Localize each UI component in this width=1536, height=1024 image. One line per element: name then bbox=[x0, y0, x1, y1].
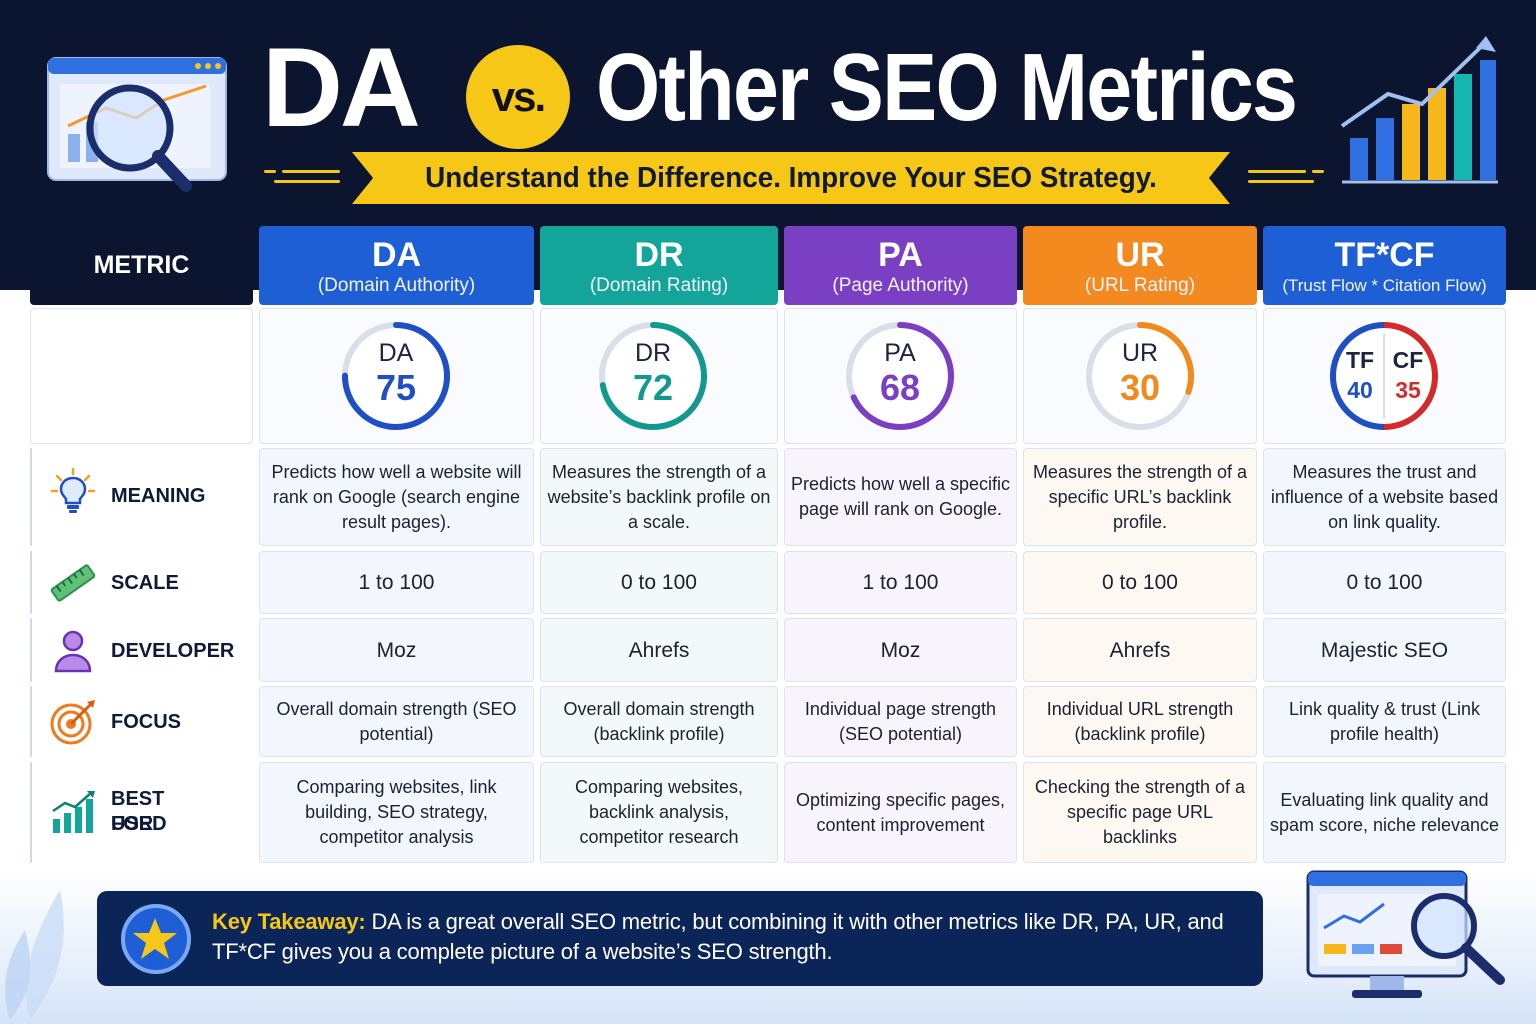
takeaway-text: Key Takeaway: DA is a great overall SEO … bbox=[212, 907, 1252, 967]
row-label-developer: DEVELOPER bbox=[30, 618, 234, 682]
cell-scale-pa: 1 to 100 bbox=[784, 551, 1017, 614]
row-label-focus: FOCUS bbox=[30, 686, 181, 757]
cell-best-dr: Comparing websites, backlink analysis, c… bbox=[540, 762, 778, 863]
cell-scale-tfcf: 0 to 100 bbox=[1263, 551, 1506, 614]
leaf-icon bbox=[5, 890, 64, 1020]
column-full-name: (Page Authority) bbox=[832, 275, 969, 296]
cell-developer-dr: Ahrefs bbox=[540, 618, 778, 682]
column-abbr: TF*CF bbox=[1334, 236, 1435, 274]
cell-scale-da: 1 to 100 bbox=[259, 551, 534, 614]
cell-focus-pa: Individual page strength (SEO potential) bbox=[784, 686, 1017, 757]
column-full-name: (Domain Authority) bbox=[317, 275, 476, 296]
gauge-row-label-empty bbox=[30, 308, 253, 444]
subtitle-ribbon: Understand the Difference. Improve Your … bbox=[352, 152, 1230, 204]
gauge-pa: PA 68 bbox=[843, 319, 957, 433]
row-label-best-used-for: BEST USED FOR bbox=[30, 762, 167, 863]
cell-focus-tfcf: Link quality & trust (Link profile healt… bbox=[1263, 686, 1506, 757]
cf-label: CF bbox=[1392, 347, 1424, 373]
growth-chart-icon bbox=[1340, 36, 1498, 184]
star-icon bbox=[133, 918, 177, 959]
column-abbr: DA bbox=[371, 236, 422, 274]
gauge-da: DA 75 bbox=[339, 319, 453, 433]
cell-scale-dr: 0 to 100 bbox=[540, 551, 778, 614]
row-label-text: SCALE bbox=[111, 572, 179, 594]
gauge-dr: DR 72 bbox=[596, 319, 710, 433]
gauge-ring-ur bbox=[1086, 322, 1194, 430]
gauge-ring-tfcf bbox=[1330, 322, 1438, 430]
metric-header: METRIC bbox=[30, 226, 253, 305]
cell-meaning-da: Predicts how well a website will rank on… bbox=[259, 448, 534, 546]
title-da: DA bbox=[262, 25, 421, 150]
right-dashes bbox=[1244, 170, 1324, 190]
title-rest: Other SEO Metrics bbox=[596, 34, 1298, 141]
column-full-name: (URL Rating) bbox=[1084, 275, 1196, 296]
cell-best-tfcf: Evaluating link quality and spam score, … bbox=[1263, 762, 1506, 863]
gauge-label: UR bbox=[1121, 339, 1159, 367]
column-full-name: (Domain Rating) bbox=[589, 275, 729, 296]
gauge-tfcf: TF 40 CF 35 bbox=[1327, 319, 1441, 433]
column-full-name: (Trust Flow * Citation Flow) bbox=[1282, 276, 1487, 295]
gauge-ring-pa bbox=[846, 322, 954, 430]
cell-best-pa: Optimizing specific pages, content impro… bbox=[784, 762, 1017, 863]
cell-best-ur: Checking the strength of a specific page… bbox=[1023, 762, 1257, 863]
cell-developer-tfcf: Majestic SEO bbox=[1263, 618, 1506, 682]
row-label-meaning: MEANING bbox=[30, 448, 205, 546]
column-header-ur: UR (URL Rating) bbox=[1023, 226, 1257, 305]
gauge-label: DA bbox=[378, 339, 414, 367]
column-header-dr: DR (Domain Rating) bbox=[540, 226, 778, 305]
cell-meaning-dr: Measures the strength of a website’s bac… bbox=[540, 448, 778, 546]
gauge-label: PA bbox=[884, 339, 916, 367]
row-label-text-2: FOR bbox=[111, 813, 154, 835]
column-header-tfcf: TF*CF (Trust Flow * Citation Flow) bbox=[1263, 226, 1506, 305]
cell-meaning-pa: Predicts how well a specific page will r… bbox=[784, 448, 1017, 546]
magnifier-browser-icon bbox=[47, 57, 227, 192]
gauge-value: 68 bbox=[879, 367, 921, 408]
row-label-scale: SCALE bbox=[30, 551, 179, 614]
title-vs-badge: vs. bbox=[466, 45, 570, 149]
gauge-ur: UR 30 bbox=[1083, 319, 1197, 433]
row-label-text: FOCUS bbox=[111, 711, 181, 733]
gauge-value: 72 bbox=[632, 367, 674, 408]
cf-value: 35 bbox=[1395, 377, 1421, 403]
subtitle: Understand the Difference. Improve Your … bbox=[425, 162, 1157, 194]
row-label-text-1: BEST USED bbox=[111, 788, 167, 835]
key-takeaway-banner: Key Takeaway: DA is a great overall SEO … bbox=[97, 891, 1263, 986]
column-abbr: UR bbox=[1115, 236, 1165, 274]
cell-developer-da: Moz bbox=[259, 618, 534, 682]
cell-developer-ur: Ahrefs bbox=[1023, 618, 1257, 682]
row-label-text: DEVELOPER bbox=[111, 640, 235, 662]
page-title: DA vs. Other SEO Metrics bbox=[0, 25, 1536, 150]
gauge-ring-dr bbox=[599, 322, 707, 430]
monitor-search-icon bbox=[1306, 870, 1505, 998]
ruler-icon bbox=[50, 564, 96, 602]
takeaway-body: DA is a great overall SEO metric, but co… bbox=[212, 909, 1224, 964]
column-header-pa: PA (Page Authority) bbox=[784, 226, 1017, 305]
cell-scale-ur: 0 to 100 bbox=[1023, 551, 1257, 614]
tf-label: TF bbox=[1345, 347, 1375, 373]
cell-best-da: Comparing websites, link building, SEO s… bbox=[259, 762, 534, 863]
tf-value: 40 bbox=[1347, 377, 1373, 403]
cell-developer-pa: Moz bbox=[784, 618, 1017, 682]
target-icon bbox=[50, 700, 95, 745]
cell-focus-ur: Individual URL strength (backlink profil… bbox=[1023, 686, 1257, 757]
cell-meaning-ur: Measures the strength of a specific URL’… bbox=[1023, 448, 1257, 546]
bar-chart-icon bbox=[52, 791, 95, 833]
left-dashes bbox=[264, 170, 344, 190]
lightbulb-icon bbox=[50, 467, 96, 513]
gauge-ring-da bbox=[342, 322, 450, 430]
column-abbr: PA bbox=[878, 236, 923, 274]
cell-meaning-tfcf: Measures the trust and influence of a we… bbox=[1263, 448, 1506, 546]
takeaway-lead: Key Takeaway: bbox=[212, 909, 366, 934]
column-header-da: DA (Domain Authority) bbox=[259, 226, 534, 305]
star-badge bbox=[121, 904, 191, 974]
cell-focus-da: Overall domain strength (SEO potential) bbox=[259, 686, 534, 757]
cell-focus-dr: Overall domain strength (backlink profil… bbox=[540, 686, 778, 757]
person-icon bbox=[54, 630, 92, 673]
gauge-label: DR bbox=[634, 339, 672, 367]
row-label-text: MEANING bbox=[111, 485, 206, 507]
gauge-value: 75 bbox=[375, 367, 417, 408]
gauge-value: 30 bbox=[1119, 367, 1161, 408]
column-abbr: DR bbox=[634, 236, 684, 274]
